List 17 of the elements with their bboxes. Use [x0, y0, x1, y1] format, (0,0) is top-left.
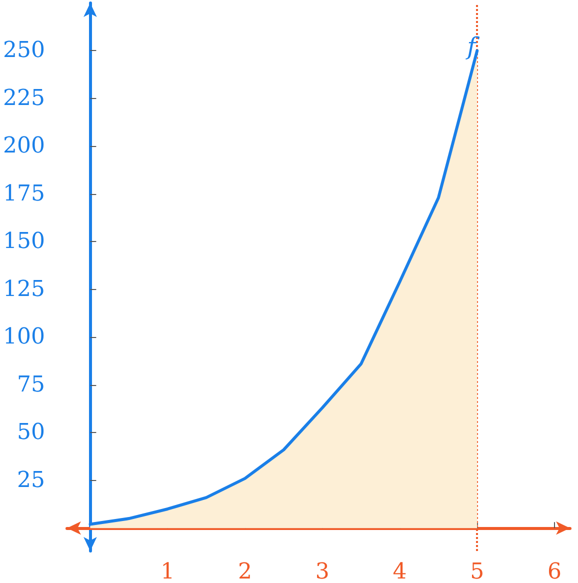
x-tick-label: 6	[548, 560, 562, 583]
y-tick-label: 200	[2, 134, 45, 159]
y-tick-label: 100	[2, 324, 45, 350]
x-tick-label: 4	[392, 560, 407, 583]
y-tick-label: 250	[2, 38, 45, 64]
y-tick-label: 125	[2, 276, 45, 302]
y-tick-label: 150	[2, 229, 45, 254]
x-tick-label: 5	[470, 560, 484, 583]
x-tick-label: 2	[238, 560, 252, 583]
y-tick-label: 25	[16, 468, 45, 493]
series-label: f	[465, 32, 480, 61]
y-tick-label: 75	[16, 372, 45, 398]
y-tick-label: 50	[16, 420, 45, 446]
y-tick-label: 225	[2, 86, 45, 111]
x-tick-label: 3	[315, 560, 330, 583]
y-tick-label: 175	[2, 181, 45, 206]
x-tick-label: 1	[160, 560, 175, 583]
